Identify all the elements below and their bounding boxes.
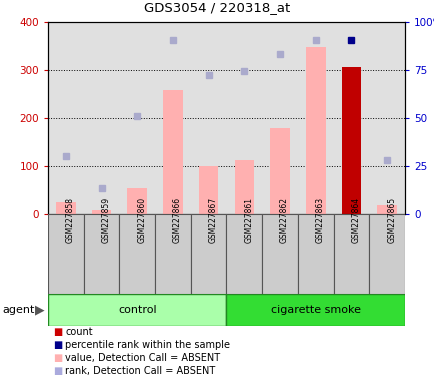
Bar (48, 22, 83, 214)
Bar (368, 214, 404, 294)
Bar (297, 22, 333, 214)
Bar (297, 214, 333, 294)
Text: GSM227863: GSM227863 (315, 197, 324, 243)
Bar (198, 166, 218, 214)
Bar (226, 294, 404, 326)
Text: ▶: ▶ (35, 303, 45, 316)
Bar (270, 127, 289, 214)
Bar (163, 90, 182, 214)
Bar (155, 214, 191, 294)
Text: GSM227865: GSM227865 (386, 197, 395, 243)
Text: GSM227867: GSM227867 (208, 197, 217, 243)
Text: count: count (65, 327, 92, 337)
Bar (376, 205, 396, 214)
Bar (48, 294, 226, 326)
Bar (226, 22, 262, 214)
Text: ■: ■ (53, 327, 62, 337)
Bar (368, 22, 404, 214)
Bar (305, 47, 325, 214)
Bar (119, 22, 155, 214)
Bar (191, 214, 226, 294)
Bar (262, 214, 297, 294)
Text: GSM227866: GSM227866 (173, 197, 181, 243)
Bar (262, 22, 297, 214)
Bar (341, 67, 361, 214)
Bar (333, 214, 368, 294)
Text: GDS3054 / 220318_at: GDS3054 / 220318_at (144, 1, 290, 14)
Bar (234, 160, 253, 214)
Text: ■: ■ (53, 353, 62, 363)
Bar (56, 202, 76, 214)
Text: ■: ■ (53, 340, 62, 350)
Bar (333, 22, 368, 214)
Text: control: control (118, 305, 156, 315)
Text: agent: agent (2, 305, 34, 315)
Text: GSM227858: GSM227858 (66, 197, 75, 243)
Text: percentile rank within the sample: percentile rank within the sample (65, 340, 230, 350)
Bar (155, 22, 191, 214)
Text: GSM227861: GSM227861 (244, 197, 253, 243)
Bar (48, 214, 83, 294)
Text: value, Detection Call = ABSENT: value, Detection Call = ABSENT (65, 353, 220, 363)
Text: GSM227862: GSM227862 (279, 197, 288, 243)
Bar (226, 214, 262, 294)
Bar (83, 214, 119, 294)
Bar (83, 22, 119, 214)
Text: GSM227860: GSM227860 (137, 197, 146, 243)
Text: cigarette smoke: cigarette smoke (270, 305, 360, 315)
Bar (127, 188, 147, 214)
Bar (191, 22, 226, 214)
Text: GSM227859: GSM227859 (101, 197, 110, 243)
Text: rank, Detection Call = ABSENT: rank, Detection Call = ABSENT (65, 366, 215, 376)
Bar (92, 210, 111, 214)
Bar (119, 214, 155, 294)
Text: ■: ■ (53, 366, 62, 376)
Text: GSM227864: GSM227864 (351, 197, 360, 243)
